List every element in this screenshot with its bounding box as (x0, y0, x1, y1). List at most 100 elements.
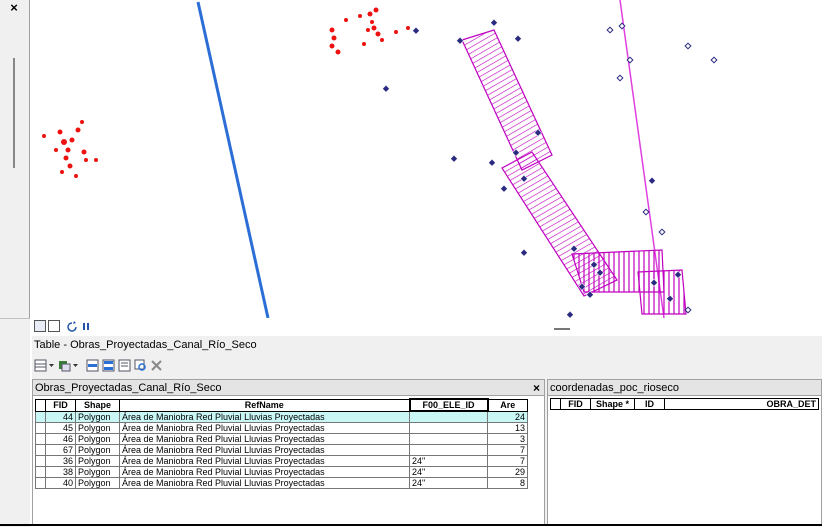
cell-shape[interactable]: Polygon (75, 410, 120, 423)
panel-close-icon[interactable]: × (10, 0, 18, 15)
clear-selection-icon[interactable] (118, 359, 131, 372)
row-selector[interactable] (35, 466, 46, 478)
map-view-toolbar (32, 318, 822, 337)
zoom-to-selected-icon[interactable] (134, 359, 147, 372)
chevron-down-icon[interactable] (73, 364, 78, 368)
cell-area[interactable]: 7 (487, 444, 528, 456)
row-selector-header[interactable] (35, 398, 46, 412)
attribute-table[interactable]: FID Shape RefName F00_ELE_ID Are 44 Poly… (35, 398, 528, 489)
cell-refname[interactable]: Área de Maniobra Red Pluvial Lluvias Pro… (119, 410, 410, 423)
cell-f00-ele-id[interactable] (409, 444, 488, 456)
table-row[interactable]: 67 Polygon Área de Maniobra Red Pluvial … (35, 444, 528, 456)
red-points-top (329, 7, 410, 55)
table-row[interactable]: 40 Polygon Área de Maniobra Red Pluvial … (35, 477, 528, 489)
table-row[interactable]: 38 Polygon Área de Maniobra Red Pluvial … (35, 466, 528, 478)
tab-header[interactable]: Obras_Proyectadas_Canal_Río_Seco × (33, 380, 544, 396)
table-header-row: FID Shape * ID OBRA_DET (550, 398, 819, 410)
row-selector-header[interactable] (550, 398, 561, 410)
column-header-fid[interactable]: FID (560, 398, 591, 410)
cell-f00-ele-id[interactable] (409, 433, 488, 445)
row-selector[interactable] (35, 444, 46, 456)
tab-header[interactable]: coordenadas_poc_rioseco (548, 380, 821, 396)
table-window: Table - Obras_Proyectadas_Canal_Río_Seco (32, 336, 822, 526)
cell-f00-ele-id[interactable]: 24" (409, 477, 488, 489)
table-options-icon[interactable] (34, 359, 47, 372)
red-points-left (42, 120, 98, 178)
delete-selected-icon[interactable] (150, 359, 163, 372)
cell-shape[interactable]: Polygon (75, 433, 120, 445)
table-row[interactable]: 36 Polygon Área de Maniobra Red Pluvial … (35, 455, 528, 467)
table-row[interactable]: 46 Polygon Área de Maniobra Red Pluvial … (35, 433, 528, 445)
cell-f00-ele-id[interactable]: 24" (409, 455, 488, 467)
cell-f00-ele-id[interactable] (409, 410, 488, 423)
column-header-shape[interactable]: Shape (75, 398, 120, 412)
splitter-handle[interactable] (554, 328, 570, 330)
column-header-id[interactable]: ID (634, 398, 665, 410)
cell-fid[interactable]: 36 (45, 455, 76, 467)
cell-area[interactable]: 24 (487, 410, 528, 423)
tab-title: coordenadas_poc_rioseco (550, 382, 680, 394)
cell-fid[interactable]: 46 (45, 433, 76, 445)
cell-fid[interactable]: 45 (45, 422, 76, 434)
cell-shape[interactable]: Polygon (75, 477, 120, 489)
cell-shape[interactable]: Polygon (75, 466, 120, 478)
cell-area[interactable]: 13 (487, 422, 528, 434)
select-by-attributes-icon[interactable] (86, 359, 99, 372)
column-header-f00-ele-id[interactable]: F00_ELE_ID (408, 398, 489, 412)
column-header-fid[interactable]: FID (45, 398, 76, 412)
table-row[interactable]: 44 Polygon Área de Maniobra Red Pluvial … (35, 410, 528, 423)
table-tab-obras[interactable]: Obras_Proyectadas_Canal_Río_Seco × FID S… (32, 379, 545, 526)
related-tables-icon[interactable] (58, 359, 71, 372)
map-view[interactable] (32, 0, 822, 318)
window-bottom-border (0, 524, 822, 526)
attribute-table[interactable]: FID Shape * ID OBRA_DET (550, 398, 819, 410)
column-header-obra-det[interactable]: OBRA_DET (664, 398, 819, 410)
left-lower-panel (0, 318, 30, 527)
table-tab-coordenadas[interactable]: coordenadas_poc_rioseco FID Shape * ID O… (547, 379, 822, 526)
project-polygon-north[interactable] (461, 29, 553, 171)
blue-points (382, 18, 682, 318)
chevron-down-icon[interactable] (49, 364, 54, 368)
pause-icon[interactable] (82, 322, 92, 332)
cell-refname[interactable]: Área de Maniobra Red Pluvial Lluvias Pro… (119, 422, 410, 434)
row-selector[interactable] (35, 433, 46, 445)
data-view-icon[interactable] (34, 320, 46, 332)
blue-polyline (196, 1, 270, 318)
map-canvas[interactable] (32, 0, 822, 318)
project-polygon-east-b[interactable] (637, 269, 687, 315)
cell-fid[interactable]: 40 (45, 477, 76, 489)
cell-area[interactable]: 8 (487, 477, 528, 489)
column-header-shape[interactable]: Shape * (590, 398, 635, 410)
tab-close-icon[interactable]: × (532, 381, 540, 395)
refresh-icon[interactable] (66, 321, 78, 333)
cell-fid[interactable]: 38 (45, 466, 76, 478)
cell-shape[interactable]: Polygon (75, 444, 120, 456)
cell-refname[interactable]: Área de Maniobra Red Pluvial Lluvias Pro… (119, 466, 410, 478)
cell-area[interactable]: 29 (487, 466, 528, 478)
switch-selection-icon[interactable] (102, 359, 115, 372)
cell-refname[interactable]: Área de Maniobra Red Pluvial Lluvias Pro… (119, 455, 410, 467)
row-selector[interactable] (35, 410, 46, 423)
cell-refname[interactable]: Área de Maniobra Red Pluvial Lluvias Pro… (119, 433, 410, 445)
hollow-points (606, 22, 718, 314)
panel-scrollbar[interactable] (13, 58, 15, 168)
row-selector[interactable] (35, 422, 46, 434)
cell-area[interactable]: 7 (487, 455, 528, 467)
cell-area[interactable]: 3 (487, 433, 528, 445)
row-selector[interactable] (35, 455, 46, 467)
table-row[interactable]: 45 Polygon Área de Maniobra Red Pluvial … (35, 422, 528, 434)
cell-shape[interactable]: Polygon (75, 422, 120, 434)
cell-shape[interactable]: Polygon (75, 455, 120, 467)
layout-view-icon[interactable] (48, 320, 60, 332)
column-header-refname[interactable]: RefName (119, 398, 410, 412)
table-header-row: FID Shape RefName F00_ELE_ID Are (35, 398, 528, 412)
cell-fid[interactable]: 44 (45, 410, 76, 423)
cell-f00-ele-id[interactable] (409, 422, 488, 434)
cell-refname[interactable]: Área de Maniobra Red Pluvial Lluvias Pro… (119, 444, 410, 456)
cell-refname[interactable]: Área de Maniobra Red Pluvial Lluvias Pro… (119, 477, 410, 489)
cell-f00-ele-id[interactable]: 24" (409, 466, 488, 478)
row-selector[interactable] (35, 477, 46, 489)
column-header-area[interactable]: Are (487, 398, 528, 412)
cell-fid[interactable]: 67 (45, 444, 76, 456)
